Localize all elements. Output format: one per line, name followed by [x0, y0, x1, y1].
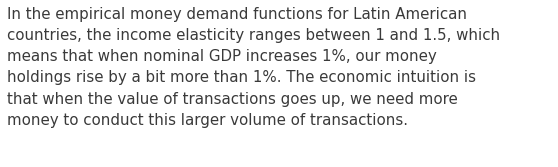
Text: In the empirical money demand functions for Latin American
countries, the income: In the empirical money demand functions …	[7, 7, 501, 128]
